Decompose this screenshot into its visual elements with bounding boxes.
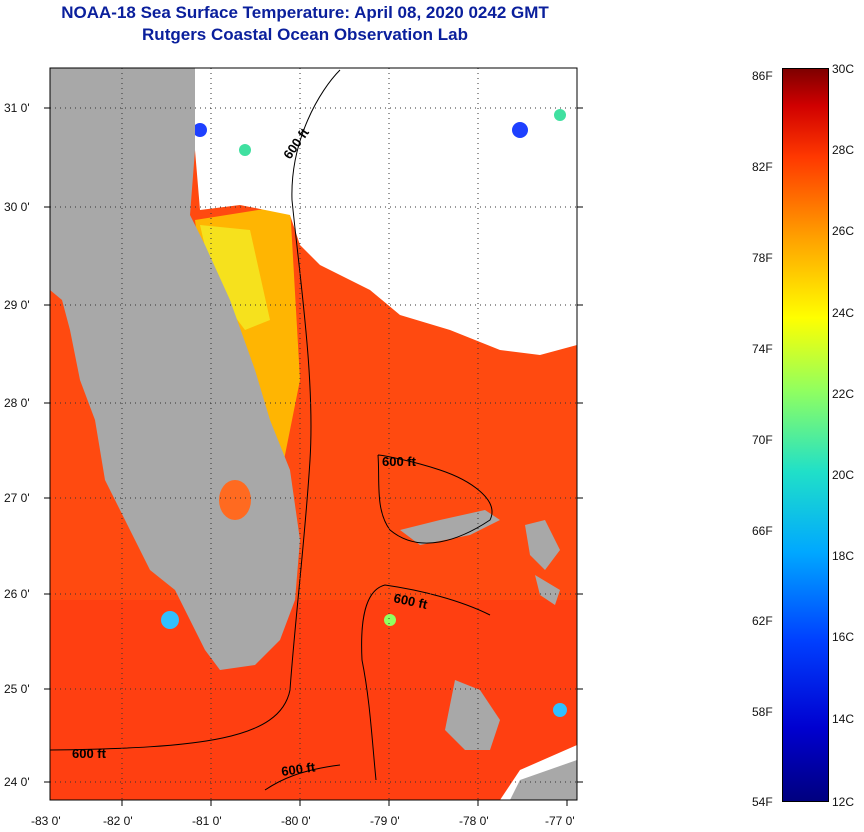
colorbar-celsius-label: 24C bbox=[832, 306, 855, 320]
temperature-colorbar bbox=[782, 68, 829, 802]
map-subtitle: Rutgers Coastal Ocean Observation Lab bbox=[142, 25, 468, 44]
latitude-label: 26 0' bbox=[4, 587, 30, 601]
coolest-shelf-water bbox=[200, 225, 270, 330]
colorbar-fahrenheit-label: 66F bbox=[752, 524, 773, 538]
contour-label: 600 ft bbox=[392, 590, 429, 612]
longitude-label: -78 0' bbox=[459, 814, 489, 828]
colorbar-fahrenheit-label: 78F bbox=[752, 251, 773, 265]
latitude-label: 25 0' bbox=[4, 682, 30, 696]
latitude-label: 27 0' bbox=[4, 491, 30, 505]
contour-label: 600 ft bbox=[382, 454, 417, 469]
land-cuba bbox=[510, 760, 577, 800]
cold-patch bbox=[161, 611, 179, 629]
colorbar-fahrenheit-label: 54F bbox=[752, 795, 773, 809]
contour-label: 600 ft bbox=[72, 746, 107, 761]
latitude-label: 31 0' bbox=[4, 101, 30, 115]
colorbar-celsius-label: 30C bbox=[832, 62, 855, 76]
cloud-mask bbox=[195, 68, 577, 355]
colorbar-fahrenheit-label: 62F bbox=[752, 614, 773, 628]
map-frame bbox=[49, 67, 578, 801]
contour-label: 600 ft bbox=[280, 759, 316, 779]
colorbar-celsius-label: 22C bbox=[832, 387, 855, 401]
land-abaco bbox=[525, 520, 560, 570]
southern-ocean-field bbox=[50, 600, 577, 800]
latitude-label: 30 0' bbox=[4, 200, 30, 214]
colorbar-celsius-label: 28C bbox=[832, 143, 855, 157]
colorbar-fahrenheit-label: 58F bbox=[752, 705, 773, 719]
longitude-label: -79 0' bbox=[370, 814, 400, 828]
latitude-label: 28 0' bbox=[4, 396, 30, 410]
contour-600ft-cuba bbox=[264, 764, 341, 791]
contour-600ft-west bbox=[50, 69, 341, 751]
colorbar-celsius-label: 20C bbox=[832, 468, 855, 482]
cold-patch bbox=[239, 144, 251, 156]
cold-patch bbox=[193, 123, 207, 137]
colorbar-celsius-label: 16C bbox=[832, 630, 855, 644]
longitude-label: -82 0' bbox=[103, 814, 133, 828]
cold-patch bbox=[553, 703, 567, 717]
land-andros bbox=[445, 680, 500, 750]
colorbar-fahrenheit-label: 74F bbox=[752, 342, 773, 356]
land-eleuthera bbox=[535, 575, 560, 605]
colorbar-celsius-label: 12C bbox=[832, 795, 855, 809]
colorbar-celsius-label: 26C bbox=[832, 224, 855, 238]
cold-patch bbox=[554, 109, 566, 121]
colorbar-fahrenheit-label: 70F bbox=[752, 433, 773, 447]
longitude-label: -77 0' bbox=[545, 814, 575, 828]
latitude-label: 24 0' bbox=[4, 775, 30, 789]
contour-600ft-bahama bbox=[377, 454, 493, 544]
cold-patch bbox=[384, 614, 396, 626]
map-title: NOAA-18 Sea Surface Temperature: April 0… bbox=[61, 3, 549, 22]
longitude-label: -80 0' bbox=[281, 814, 311, 828]
latitude-label: 29 0' bbox=[4, 298, 30, 312]
lake-okeechobee bbox=[219, 480, 251, 520]
cold-patch bbox=[512, 122, 528, 138]
longitude-label: -83 0' bbox=[31, 814, 61, 828]
colorbar-celsius-label: 14C bbox=[832, 712, 855, 726]
contour-600ft-south bbox=[361, 584, 491, 781]
longitude-label: -81 0' bbox=[192, 814, 222, 828]
colorbar-celsius-label: 18C bbox=[832, 549, 855, 563]
land-grand-bahama bbox=[400, 510, 500, 545]
colorbar-fahrenheit-label: 82F bbox=[752, 160, 773, 174]
colorbar-fahrenheit-label: 86F bbox=[752, 69, 773, 83]
